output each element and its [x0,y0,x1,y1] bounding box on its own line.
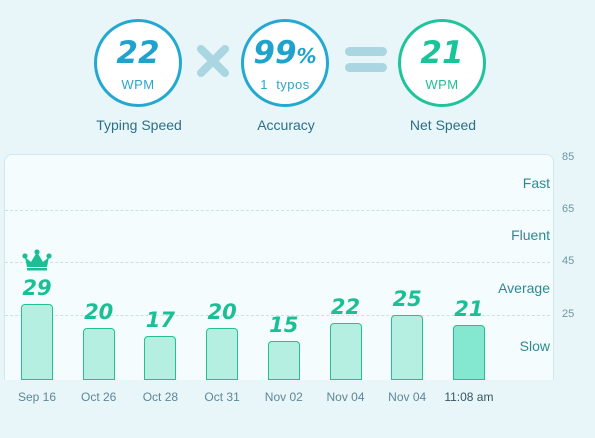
bar [82,327,115,380]
bar [206,327,239,380]
x-tick-label: Oct 28 [142,390,179,404]
net-speed-circle: 21 WPM [398,19,486,107]
speed-level-slow: Slow [519,338,550,355]
typing-speed-value: 22 [116,35,160,71]
typing-speed-caption: Typing Speed [96,117,182,133]
y-tick-label: 65 [562,203,575,216]
net-speed-caption: Net Speed [409,117,477,133]
bar-value-label: 20 [207,299,237,324]
bar [267,340,300,380]
accuracy-value-line: 99% [244,36,326,73]
accuracy-circle: 99% 1 typos [241,19,329,107]
bar [144,335,177,380]
x-tick-label: Nov 04 [326,390,365,404]
net-speed-value: 21 [420,35,464,71]
y-tick-label: 45 [562,255,575,268]
bar-value-label: 17 [145,307,175,332]
typing-speed-circle: 22 WPM [94,19,182,107]
bar-value-label: 20 [84,299,114,324]
bar [452,325,485,380]
x-tick-label: 11:08 am [444,390,494,404]
x-tick-label: Nov 02 [264,390,303,404]
grid-line [5,314,550,316]
bar [391,314,424,380]
equals-icon [345,47,387,72]
typo-count: 1 typos [260,77,310,92]
x-tick-label: Sep 16 [17,390,57,404]
bar [329,322,362,380]
accuracy-value: 99 [253,35,297,71]
bar-value-label: 29 [22,276,52,301]
accuracy-caption: Accuracy [257,117,315,133]
times-icon [197,45,229,77]
x-tick-label: Oct 26 [81,390,117,404]
speed-level-fast: Fast [522,175,550,192]
grid-line [5,210,550,212]
bar [21,304,53,380]
net-speed-unit: WPM [425,77,459,92]
bar-value-label: 15 [269,312,299,337]
x-tick-label: Nov 04 [388,390,427,404]
y-tick-label: 25 [562,307,575,320]
bar-value-label: 25 [392,286,422,311]
speed-level-average: Average [498,279,550,296]
bar-value-label: 21 [454,297,484,322]
typing-speed-unit: WPM [121,77,155,92]
x-tick-label: Oct 31 [204,390,240,404]
grid-line [5,262,550,264]
y-tick-label: 85 [562,151,575,163]
bar-value-label: 22 [330,294,361,319]
speed-level-fluent: Fluent [511,227,550,244]
crown-icon [22,249,52,271]
accuracy-percent-sign: % [296,44,317,68]
